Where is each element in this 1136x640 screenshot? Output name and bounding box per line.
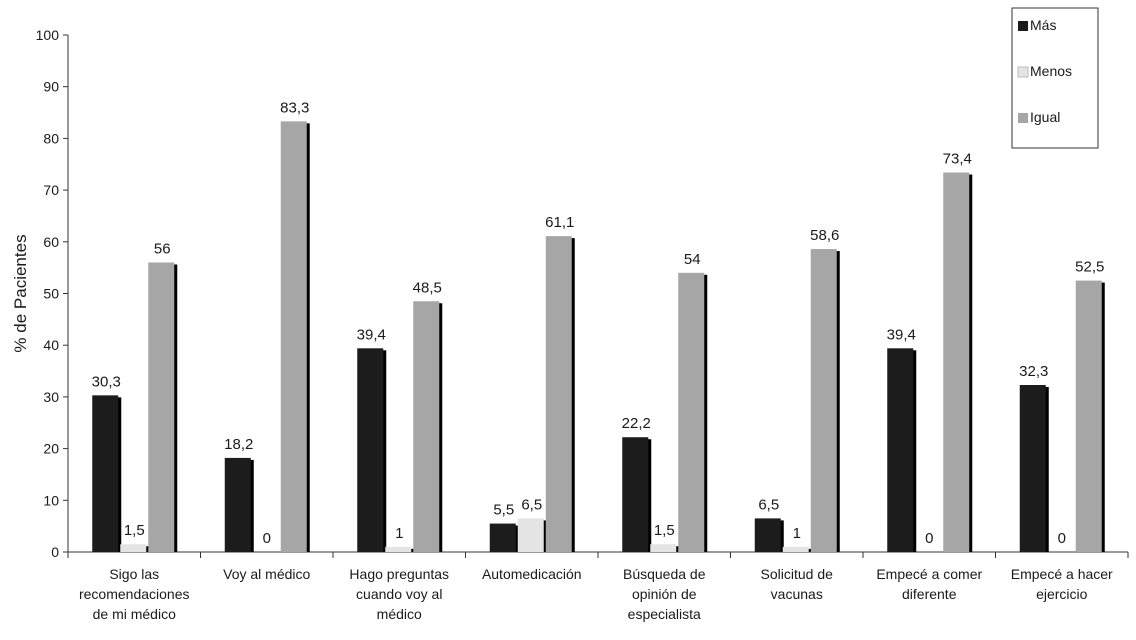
- data-labels: 30,3 1,5 56 18,2 0 83,3 39,4 1 48,5 5,5 6,5 61,1 22,…: [92, 99, 1105, 547]
- bar: [754, 518, 781, 552]
- bar: [385, 546, 412, 552]
- data-label: 0: [925, 530, 933, 547]
- data-label: 1,5: [124, 522, 145, 539]
- x-tick-label: Voy al médico: [223, 566, 310, 582]
- bar: [622, 437, 649, 552]
- legend-label: Más: [1030, 17, 1056, 33]
- data-label: 39,4: [887, 326, 916, 343]
- y-tick-label: 30: [43, 389, 59, 405]
- data-label: 39,4: [357, 326, 386, 343]
- legend-label: Igual: [1030, 109, 1060, 125]
- bar: [224, 457, 251, 552]
- x-tick-label: Hago preguntas cuando voy al médico: [349, 566, 449, 622]
- bar: [517, 518, 544, 552]
- bar: [678, 272, 705, 552]
- bar: [943, 172, 970, 552]
- x-tick-label: Solicitud de vacunas: [761, 566, 834, 602]
- legend-box: [1011, 7, 1099, 149]
- bar: [120, 544, 147, 552]
- data-label: 22,2: [622, 415, 651, 432]
- bar: [810, 249, 837, 552]
- data-label: 0: [263, 530, 271, 547]
- data-label: 58,6: [810, 227, 839, 244]
- data-label: 0: [1058, 530, 1066, 547]
- data-label: 52,5: [1075, 259, 1104, 276]
- x-tick-label: Automedicación: [482, 566, 582, 582]
- bar: [1075, 280, 1102, 552]
- y-tick-label: 50: [43, 286, 59, 302]
- data-label: 32,3: [1019, 363, 1048, 380]
- y-tick-label: 80: [43, 130, 59, 146]
- y-tick-label: 100: [36, 27, 60, 43]
- y-tick-label: 60: [43, 234, 59, 250]
- legend-swatch: [1018, 113, 1028, 123]
- data-label: 54: [684, 251, 701, 268]
- x-tick-label: Empecé a comer diferente: [876, 566, 982, 602]
- y-tick-label: 40: [43, 337, 59, 353]
- data-label: 5,5: [493, 502, 514, 519]
- y-tick-label: 90: [43, 79, 59, 95]
- data-label: 1: [395, 525, 403, 542]
- bar: [1019, 385, 1046, 552]
- data-label: 48,5: [413, 279, 442, 296]
- y-tick-label: 0: [51, 544, 59, 560]
- bar: [413, 301, 440, 552]
- y-axis-title: % de Pacientes: [11, 234, 30, 352]
- y-tick-label: 70: [43, 182, 59, 198]
- data-label: 1,5: [654, 522, 675, 539]
- data-label: 6,5: [758, 496, 779, 513]
- bar: [357, 348, 384, 552]
- bar: [887, 348, 914, 552]
- bar: [92, 395, 119, 552]
- y-axis: 0 10 20 30 40 50 60 70 80 90 100: [36, 27, 69, 560]
- legend-swatch: [1017, 66, 1029, 78]
- x-tick-label: Sigo las recomendaciones de mi médico: [79, 566, 190, 622]
- data-label: 6,5: [521, 496, 542, 513]
- bar: [545, 236, 572, 552]
- legend-label: Menos: [1030, 63, 1072, 79]
- bar: [280, 121, 307, 553]
- y-tick-label: 10: [43, 492, 59, 508]
- y-tick-label: 20: [43, 441, 59, 457]
- category-labels: Sigo las recomendaciones de mi médico Voy a…: [79, 566, 1113, 622]
- data-label: 83,3: [280, 99, 309, 116]
- data-label: 30,3: [92, 373, 121, 390]
- bar: [489, 523, 516, 552]
- data-label: 73,4: [943, 151, 972, 168]
- bar: [148, 262, 175, 552]
- data-label: 56: [154, 240, 171, 257]
- legend-swatch: [1018, 21, 1028, 31]
- x-tick-label: Empecé a hacer ejercicio: [1011, 566, 1113, 602]
- bars: [92, 121, 1105, 553]
- data-label: 1: [793, 525, 801, 542]
- bar: [650, 544, 677, 552]
- data-label: 61,1: [545, 214, 574, 231]
- data-label: 18,2: [224, 436, 253, 453]
- x-tick-label: Búsqueda de opinión de especialista: [623, 566, 706, 622]
- x-axis: [67, 551, 1129, 558]
- bar: [782, 546, 809, 552]
- legend: Más Menos Igual: [1011, 7, 1099, 149]
